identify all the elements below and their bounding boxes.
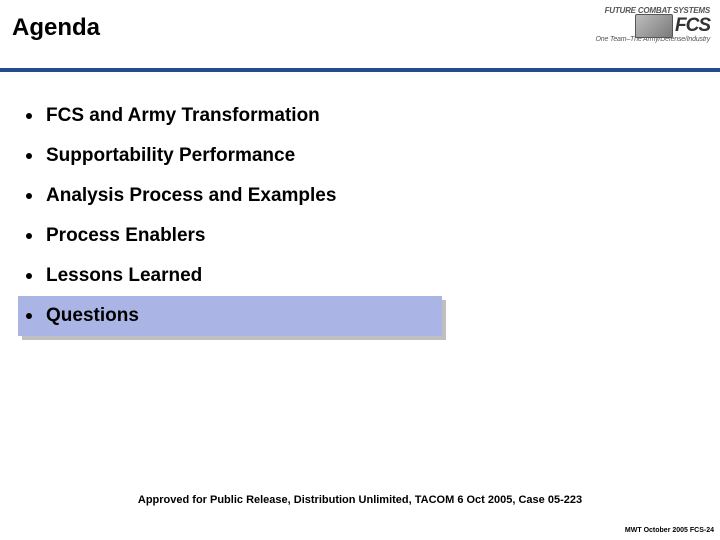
release-footer: Approved for Public Release, Distributio… <box>0 494 720 506</box>
fcs-logo: FUTURE COMBAT SYSTEMS FCS One Team–The A… <box>565 6 710 43</box>
slide-body: FCS and Army Transformation Supportabili… <box>0 72 720 336</box>
bullet-dot-icon <box>26 313 32 319</box>
bullet-label: Lessons Learned <box>46 265 202 287</box>
bullet-item: FCS and Army Transformation <box>18 96 702 136</box>
slide-header: Agenda FUTURE COMBAT SYSTEMS FCS One Tea… <box>0 0 720 68</box>
bullet-label: Analysis Process and Examples <box>46 185 336 207</box>
bullet-dot-icon <box>26 153 32 159</box>
bullet-item: Lessons Learned <box>18 256 702 296</box>
logo-main: FCS <box>565 14 710 38</box>
logo-text: FCS <box>675 15 710 37</box>
highlight-box: Questions <box>18 296 442 336</box>
bullet-item: Supportability Performance <box>18 136 702 176</box>
bullet-label: Questions <box>46 305 139 327</box>
logo-icon <box>635 14 673 38</box>
bullet-item: Process Enablers <box>18 216 702 256</box>
bullet-item-highlighted: Questions <box>18 296 702 336</box>
bullet-dot-icon <box>26 273 32 279</box>
bullet-dot-icon <box>26 193 32 199</box>
corner-stamp: MWT October 2005 FCS-24 <box>625 527 714 534</box>
bullet-dot-icon <box>26 113 32 119</box>
bullet-label: Supportability Performance <box>46 145 295 167</box>
bullet-label: Process Enablers <box>46 225 205 247</box>
slide: Agenda FUTURE COMBAT SYSTEMS FCS One Tea… <box>0 0 720 540</box>
bullet-dot-icon <box>26 233 32 239</box>
bullet-item: Analysis Process and Examples <box>18 176 702 216</box>
bullet-label: FCS and Army Transformation <box>46 105 320 127</box>
